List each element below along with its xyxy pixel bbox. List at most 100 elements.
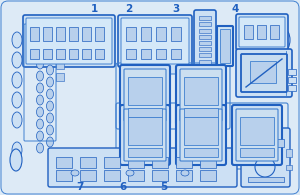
Ellipse shape — [12, 52, 22, 68]
Bar — [128, 170, 144, 181]
Bar — [156, 49, 166, 59]
Bar — [104, 157, 120, 168]
Bar — [288, 69, 296, 75]
Bar — [141, 49, 151, 59]
Bar — [250, 61, 276, 83]
FancyBboxPatch shape — [241, 54, 287, 92]
Ellipse shape — [10, 149, 22, 171]
Ellipse shape — [278, 29, 290, 51]
Ellipse shape — [46, 113, 53, 123]
Bar — [200, 157, 216, 168]
Bar — [152, 157, 168, 168]
Bar — [82, 49, 91, 59]
FancyBboxPatch shape — [194, 10, 216, 82]
Bar — [43, 49, 52, 59]
Text: 4: 4 — [232, 4, 239, 14]
Bar — [286, 165, 292, 170]
Bar — [80, 157, 96, 168]
Bar — [128, 117, 162, 145]
FancyBboxPatch shape — [48, 148, 237, 187]
Ellipse shape — [71, 170, 79, 176]
Bar — [56, 37, 64, 45]
Bar — [199, 35, 211, 39]
Ellipse shape — [12, 112, 22, 128]
Bar — [126, 27, 136, 41]
Ellipse shape — [46, 89, 53, 99]
Bar — [248, 177, 284, 182]
FancyBboxPatch shape — [120, 105, 170, 165]
Bar — [95, 27, 104, 41]
Bar — [152, 170, 168, 181]
Bar — [288, 77, 296, 83]
Bar — [171, 27, 181, 41]
Bar — [176, 170, 192, 181]
Ellipse shape — [46, 77, 53, 87]
Bar — [286, 149, 292, 157]
Ellipse shape — [46, 65, 53, 75]
Bar — [56, 49, 64, 57]
Text: 2: 2 — [125, 4, 133, 14]
FancyBboxPatch shape — [23, 15, 115, 67]
FancyBboxPatch shape — [26, 18, 112, 64]
Ellipse shape — [37, 143, 44, 153]
Bar — [220, 29, 230, 63]
Ellipse shape — [12, 142, 22, 158]
Bar — [56, 27, 65, 41]
FancyBboxPatch shape — [239, 17, 285, 47]
FancyBboxPatch shape — [232, 105, 282, 165]
Ellipse shape — [46, 41, 53, 51]
Bar — [82, 27, 91, 41]
Bar — [184, 77, 218, 105]
Ellipse shape — [46, 101, 53, 111]
Bar — [128, 148, 162, 157]
Ellipse shape — [12, 92, 22, 108]
Bar — [104, 170, 120, 181]
Bar — [30, 27, 39, 41]
Bar — [69, 27, 78, 41]
FancyBboxPatch shape — [217, 26, 233, 66]
Bar — [244, 25, 253, 39]
Bar — [184, 108, 218, 117]
Bar — [56, 49, 65, 59]
Bar — [270, 25, 279, 39]
Bar — [199, 72, 211, 76]
Ellipse shape — [278, 149, 290, 171]
Bar — [240, 117, 274, 145]
Bar — [128, 77, 162, 105]
Ellipse shape — [37, 47, 44, 57]
FancyBboxPatch shape — [124, 69, 166, 121]
Text: 3: 3 — [172, 4, 179, 14]
Ellipse shape — [37, 59, 44, 69]
Bar — [200, 170, 216, 181]
Text: 6: 6 — [119, 182, 127, 192]
FancyBboxPatch shape — [124, 109, 166, 161]
FancyBboxPatch shape — [241, 128, 290, 187]
Ellipse shape — [46, 53, 53, 63]
FancyBboxPatch shape — [180, 69, 222, 121]
FancyBboxPatch shape — [236, 49, 292, 97]
Ellipse shape — [126, 170, 134, 176]
Bar — [184, 117, 218, 145]
FancyBboxPatch shape — [176, 105, 226, 165]
Bar — [128, 108, 162, 117]
Ellipse shape — [37, 35, 44, 45]
Ellipse shape — [37, 71, 44, 81]
Bar — [199, 16, 211, 20]
FancyBboxPatch shape — [236, 14, 288, 50]
Bar — [126, 49, 136, 59]
Bar — [199, 29, 211, 33]
Bar — [199, 41, 211, 45]
FancyBboxPatch shape — [118, 15, 192, 67]
Bar — [199, 53, 211, 57]
Bar — [240, 148, 274, 157]
FancyBboxPatch shape — [129, 62, 181, 74]
FancyBboxPatch shape — [176, 65, 226, 125]
Ellipse shape — [46, 137, 53, 147]
Ellipse shape — [37, 107, 44, 117]
Bar — [248, 139, 284, 147]
Text: 5: 5 — [160, 182, 167, 192]
Bar — [184, 148, 218, 157]
Bar — [176, 157, 192, 168]
FancyBboxPatch shape — [236, 109, 278, 161]
Bar — [199, 22, 211, 26]
